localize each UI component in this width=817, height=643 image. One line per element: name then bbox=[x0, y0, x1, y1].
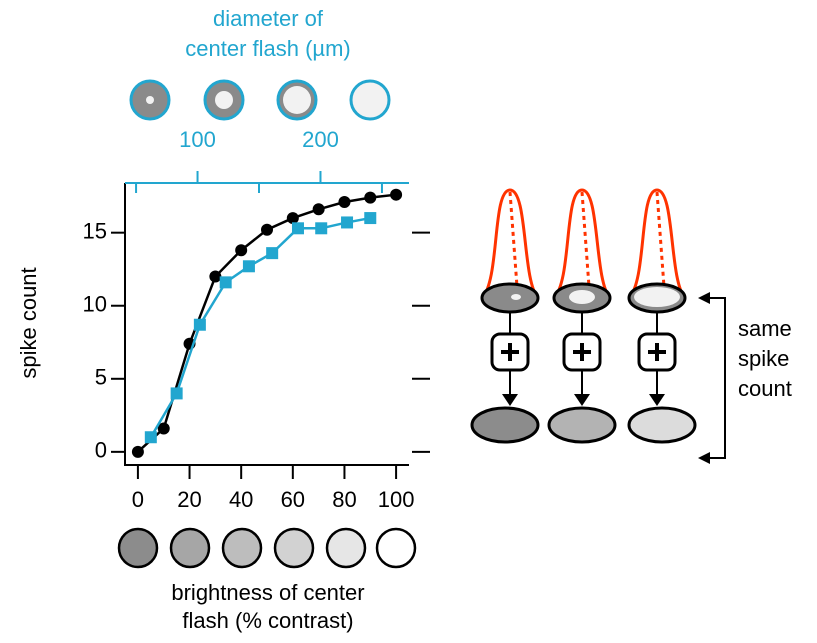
x2-label: center flash (µm) bbox=[185, 36, 351, 61]
marker bbox=[171, 387, 183, 399]
brightness-icons bbox=[119, 529, 415, 567]
diameter-icons bbox=[131, 81, 389, 119]
marker bbox=[266, 247, 278, 259]
marker bbox=[315, 222, 327, 234]
x-tick-label: 0 bbox=[132, 487, 144, 512]
annotation: spike bbox=[738, 346, 789, 371]
x2-tick-label: 200 bbox=[302, 127, 339, 152]
marker bbox=[313, 203, 325, 215]
y-label: spike count bbox=[16, 267, 41, 378]
y-tick-label: 5 bbox=[95, 365, 107, 390]
annotation: same bbox=[738, 316, 792, 341]
marker bbox=[132, 446, 144, 458]
marker bbox=[235, 244, 247, 256]
y-tick-label: 0 bbox=[95, 438, 107, 463]
y-tick-label: 10 bbox=[83, 292, 107, 317]
annotation: count bbox=[738, 376, 792, 401]
marker bbox=[243, 260, 255, 272]
y-tick-label: 15 bbox=[83, 218, 107, 243]
x-tick-label: 100 bbox=[378, 487, 415, 512]
marker bbox=[338, 196, 350, 208]
marker bbox=[287, 212, 299, 224]
marker bbox=[261, 224, 273, 236]
x2-tick-label: 100 bbox=[179, 127, 216, 152]
marker bbox=[209, 271, 221, 283]
x-tick-label: 40 bbox=[229, 487, 253, 512]
x-tick-label: 20 bbox=[177, 487, 201, 512]
x-tick-label: 80 bbox=[332, 487, 356, 512]
marker bbox=[341, 216, 353, 228]
figure: same spike count diameter of center flas… bbox=[0, 0, 817, 643]
marker bbox=[390, 189, 402, 201]
marker bbox=[292, 222, 304, 234]
diagram: same spike count bbox=[472, 190, 792, 464]
x-label: brightness of center bbox=[171, 580, 364, 605]
series-line bbox=[151, 218, 370, 437]
marker bbox=[364, 192, 376, 204]
marker bbox=[194, 319, 206, 331]
marker bbox=[364, 212, 376, 224]
x-tick-label: 60 bbox=[281, 487, 305, 512]
x-label: flash (% contrast) bbox=[182, 608, 353, 633]
x2-label: diameter of bbox=[213, 6, 324, 31]
marker bbox=[145, 431, 157, 443]
marker bbox=[220, 276, 232, 288]
